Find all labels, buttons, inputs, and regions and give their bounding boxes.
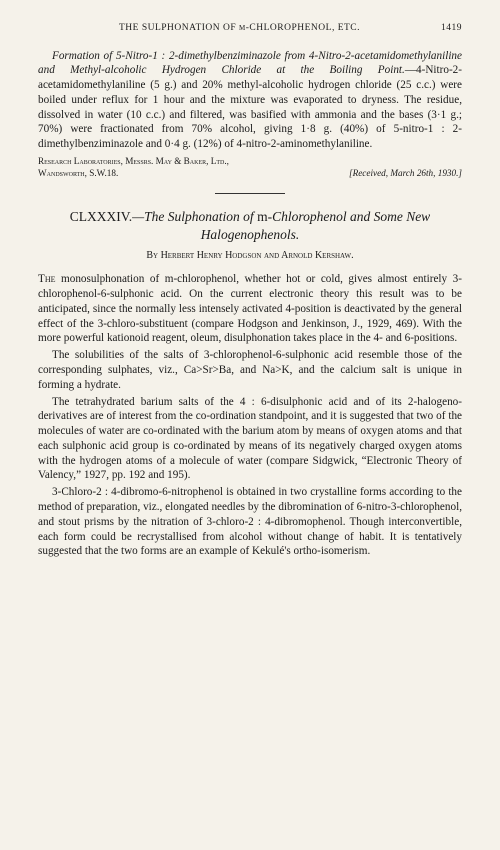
- article-title: CLXXXIV.—The Sulphonation of m-Chlorophe…: [48, 208, 452, 243]
- affiliation-line-1: Research Laboratories, Messrs. May & Bak…: [38, 156, 462, 168]
- affiliation-line-2: Wandsworth, S.W.18. [Received, March 26t…: [38, 168, 462, 180]
- title-part-a: —The Sulphonation of: [132, 209, 257, 224]
- prev-article-paragraph: Formation of 5-Nitro-1 : 2-dimethylbenzi…: [38, 49, 462, 152]
- running-head-text: THE SULPHONATION OF m-CHLOROPHENOL, ETC.: [119, 23, 360, 33]
- body-paragraph-3: The tetrahydrated barium salts of the 4 …: [38, 395, 462, 484]
- byline-and: and: [261, 250, 281, 261]
- affiliation-block: Research Laboratories, Messrs. May & Bak…: [38, 156, 462, 179]
- byline: By Herbert Henry Hodgson and Arnold Kers…: [38, 249, 462, 262]
- author-2: Arnold Kershaw.: [281, 250, 354, 261]
- received-date: [Received, March 26th, 1930.]: [349, 168, 462, 180]
- paragraph-body: —4-Nitro-2-acetamidomethylaniline (5 g.)…: [38, 64, 462, 150]
- affiliation-place: Wandsworth, S.W.18.: [38, 168, 118, 178]
- section-divider: [215, 193, 285, 194]
- page-number: 1419: [441, 22, 462, 35]
- paragraph-lead-italic: Formation of 5-Nitro-1 : 2-dimethylbenzi…: [38, 50, 462, 77]
- body-paragraph-1: The monosulphonation of m-chlorophenol, …: [38, 272, 462, 346]
- page-container: THE SULPHONATION OF m-CHLOROPHENOL, ETC.…: [0, 0, 500, 581]
- title-roman-m: m: [257, 209, 268, 224]
- paragraph-lead-smallcaps: The: [38, 273, 56, 285]
- byline-by: By: [146, 250, 160, 261]
- body-paragraph-4: 3-Chloro-2 : 4-dibromo-6-nitrophenol is …: [38, 485, 462, 559]
- running-head: THE SULPHONATION OF m-CHLOROPHENOL, ETC.…: [38, 22, 462, 35]
- article-number: CLXXXIV.: [70, 209, 132, 224]
- paragraph-1-text: monosulphonation of m-chlorophenol, whet…: [38, 273, 462, 344]
- author-1: Herbert Henry Hodgson: [161, 250, 262, 261]
- body-paragraph-2: The solubilities of the salts of 3-chlor…: [38, 348, 462, 392]
